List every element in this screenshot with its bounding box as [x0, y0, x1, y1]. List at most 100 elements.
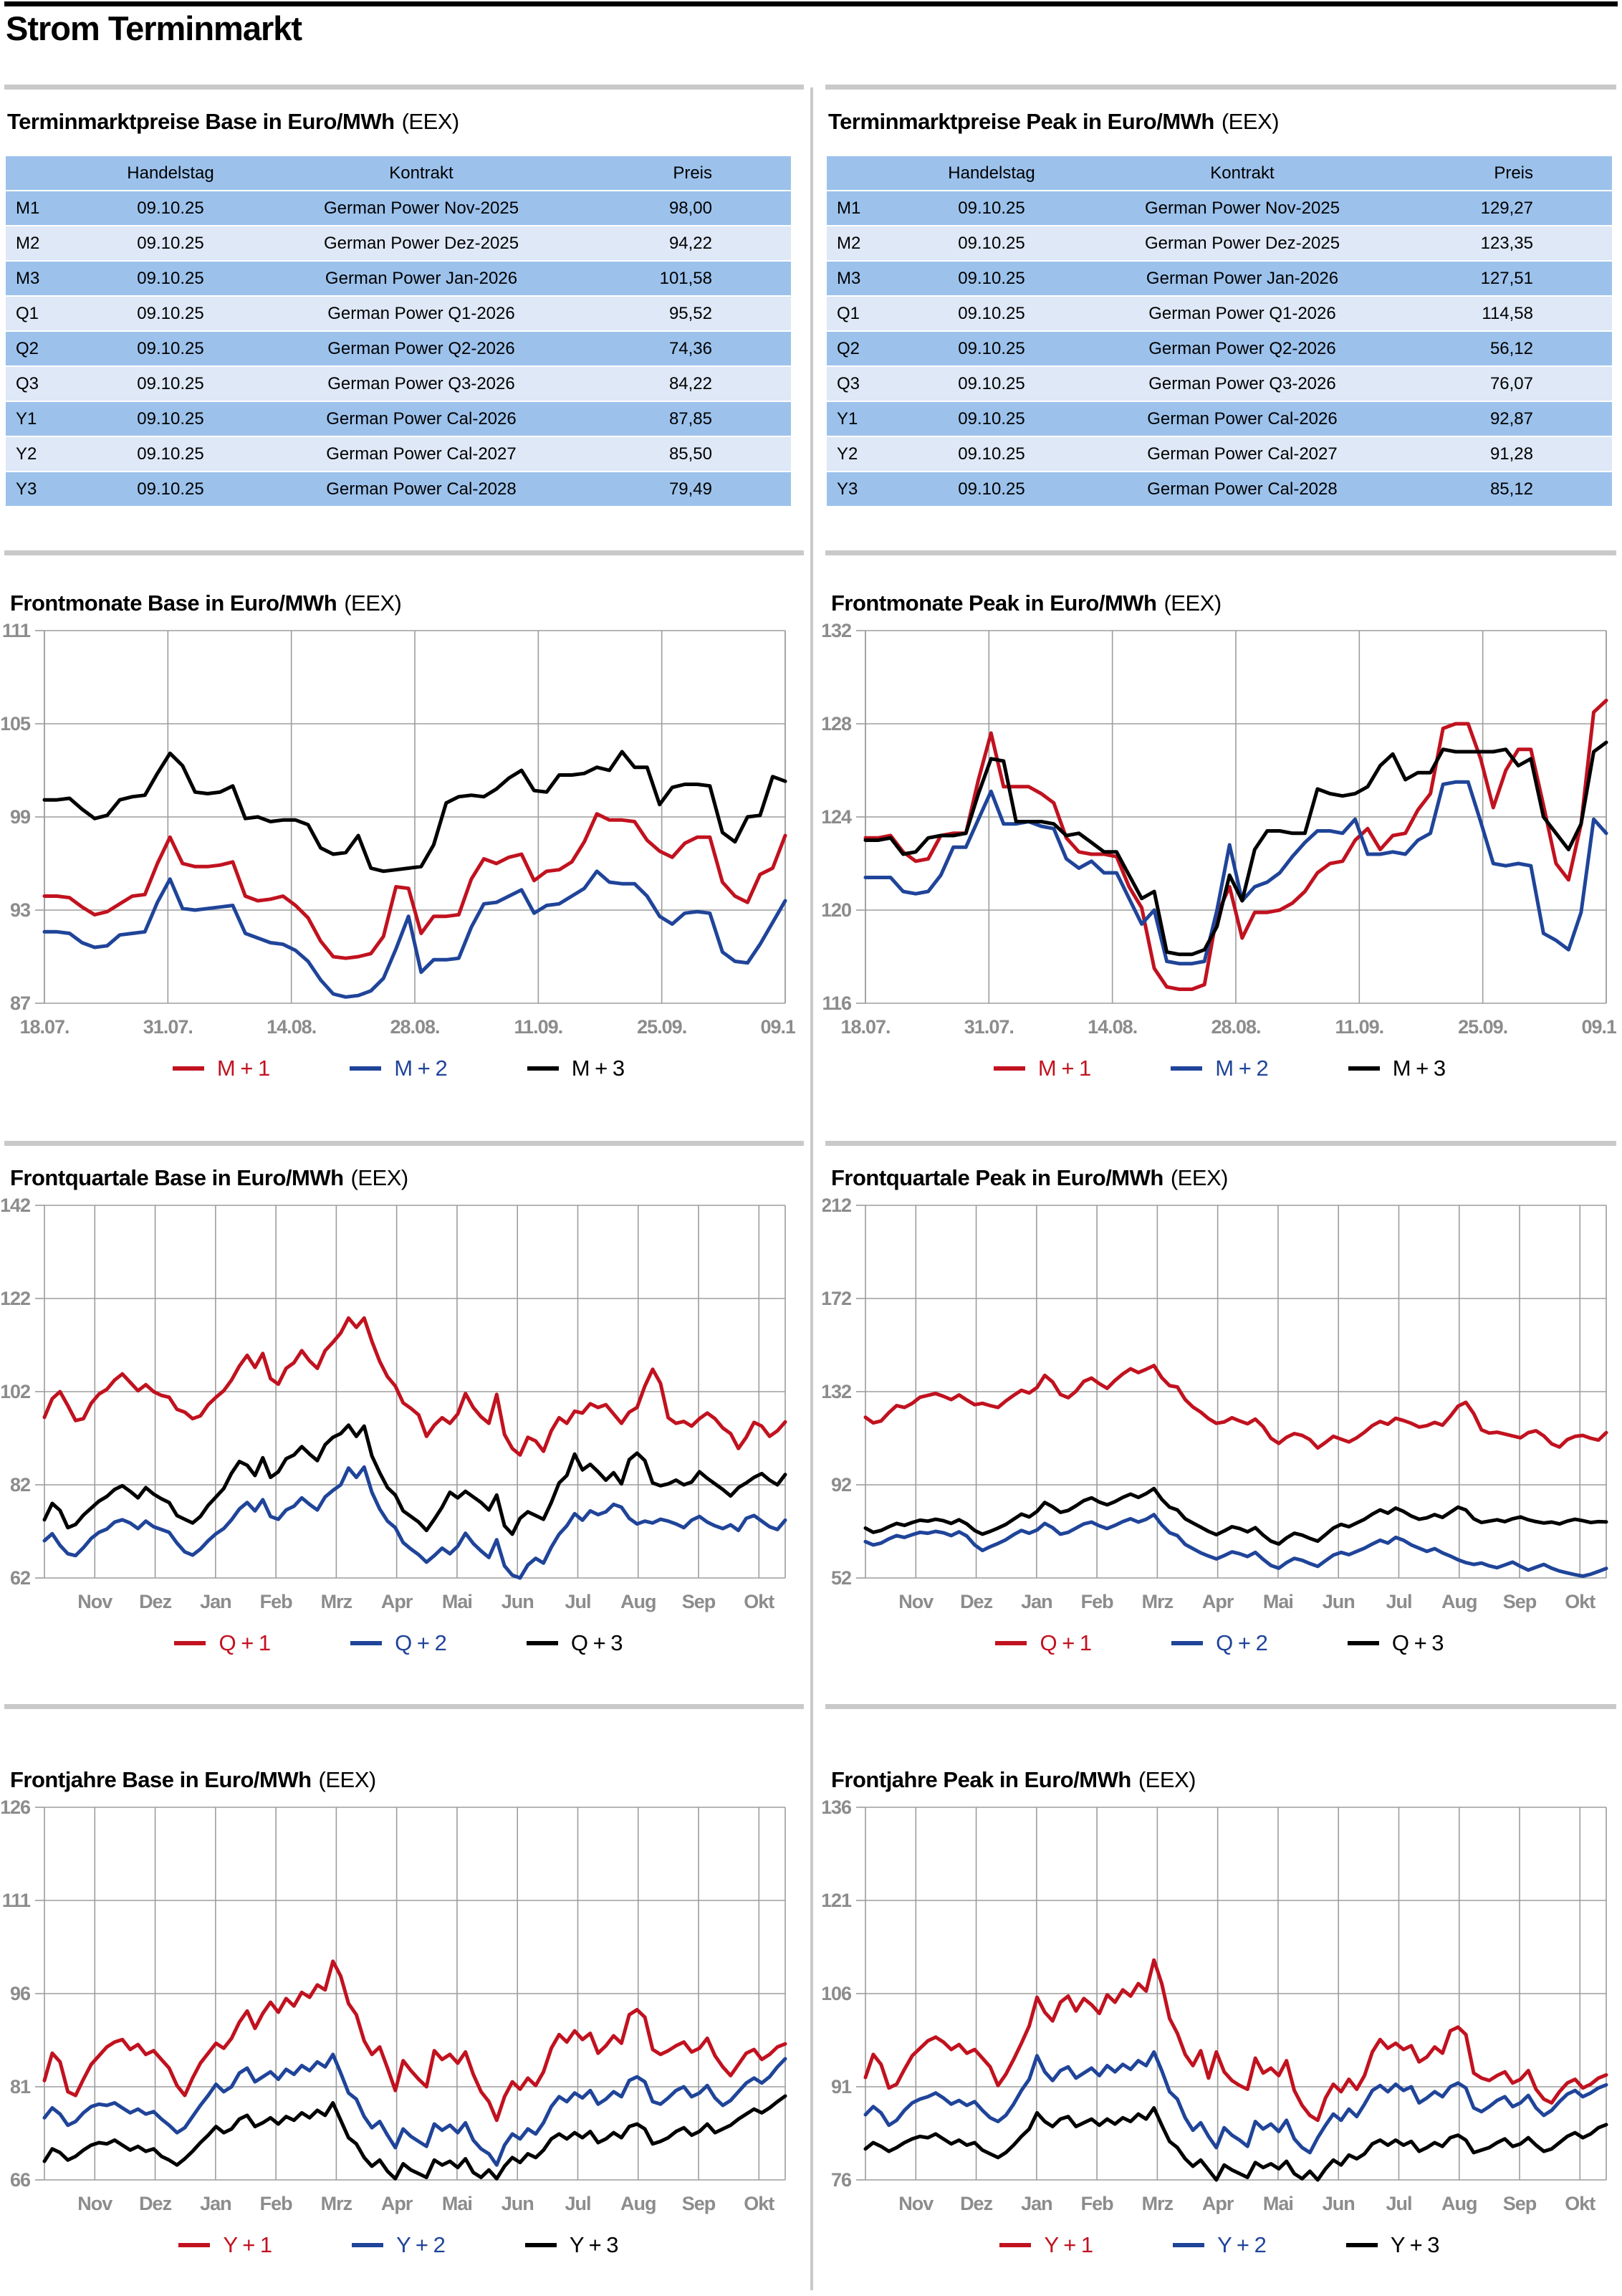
x-tick-label: Nov [898, 1591, 934, 1612]
series-line-q3 [863, 1486, 1608, 1546]
x-tick-label: 18.07. [840, 1016, 890, 1038]
table-row: Q1 09.10.25 German Power Q1-2026 114,58 [827, 296, 1612, 332]
chart-frontquartale-peak: Frontquartale Peak in Euro/MWh (EEX) 52 92… [821, 1165, 1616, 1656]
legend-line-swatch [1348, 1066, 1380, 1071]
x-tick-label: Sep [682, 2193, 716, 2214]
price: 76,07 [1393, 366, 1612, 402]
legend-label: Y + 2 [396, 2232, 446, 2257]
trade-date: 09.10.25 [70, 296, 271, 332]
row-key: Y3 [827, 472, 891, 507]
x-tick-label: 09.10. [1581, 1016, 1616, 1038]
chart-title: Frontmonate Peak in Euro/MWh (EEX) [831, 590, 1616, 616]
row-key: Y2 [6, 436, 70, 472]
chart-frontquartale-base: Frontquartale Base in Euro/MWh (EEX) 62 82… [0, 1165, 795, 1656]
legend-line-swatch [350, 1066, 382, 1071]
table-title-suffix: (EEX) [401, 109, 460, 134]
y-tick-label: 52 [831, 1567, 851, 1589]
legend-label: M + 2 [1215, 1056, 1268, 1081]
x-tick-label: Mrz [321, 1591, 352, 1612]
chart-legend: Y + 1 Y + 2 Y + 3 [1, 2232, 795, 2258]
trade-date: 09.10.25 [70, 472, 271, 507]
y-tick-label: 212 [822, 1197, 851, 1216]
contract: German Power Cal-2027 [1092, 436, 1393, 472]
row-key: Y2 [827, 436, 891, 472]
x-tick-label: 11.09. [514, 1016, 563, 1038]
trade-date: 09.10.25 [891, 296, 1092, 332]
section-divider [4, 1141, 804, 1146]
chart-svg: 62 82 102 122 142 Nov Dez Jan Feb Mrz Apr Mai Jun Jul… [0, 1195, 787, 1612]
price: 98,00 [572, 191, 791, 226]
row-key: M3 [827, 261, 891, 297]
chart-canvas: 87 93 99 105 111 18.07. 31.07. 14.08. 28.08. 11.0… [0, 620, 811, 1056]
x-tick-label: Aug [620, 1591, 656, 1612]
y-tick-label: 116 [822, 992, 852, 1014]
header-cell: Handelstag [70, 156, 271, 191]
chart-svg: 87 93 99 105 111 18.07. 31.07. 14.08. 28.08. 11.0… [0, 620, 811, 1038]
legend-line-swatch [1173, 2243, 1205, 2247]
row-key: Q2 [6, 331, 70, 367]
price: 85,12 [1393, 472, 1612, 507]
series-line-m3 [863, 740, 1608, 957]
x-tick-label: 14.08. [1088, 1016, 1137, 1038]
y-tick-label: 111 [2, 622, 31, 641]
chart-svg: 116 120 124 128 132 18.07. 31.07. 14.08. 28.08. 1… [821, 620, 1622, 1038]
price: 74,36 [572, 331, 791, 367]
x-tick-label: 25.09. [1458, 1016, 1507, 1038]
header-cell: Kontrakt [1092, 156, 1393, 191]
legend-label: M + 1 [216, 1056, 270, 1081]
legend-item-q1: Q + 1 [174, 1630, 271, 1656]
y-tick-label: 106 [822, 1983, 852, 2004]
section-divider [825, 85, 1616, 90]
row-key: M2 [827, 226, 891, 262]
row-key: M1 [827, 191, 891, 226]
x-tick-label: Mai [1263, 1591, 1293, 1612]
x-tick-label: Jun [1323, 1591, 1355, 1612]
legend-item-q2: Q + 2 [350, 1630, 447, 1656]
price: 85,50 [572, 436, 791, 472]
legend-label: M + 3 [1392, 1056, 1446, 1081]
series-line-y1 [42, 1959, 787, 2123]
y-tick-label: 92 [831, 1474, 851, 1496]
chart-title-suffix: (EEX) [1170, 1165, 1229, 1190]
terminmarkt-peak-table: Handelstag Kontrakt Preis M1 09.10.25 German … [827, 156, 1612, 507]
y-tick-label: 136 [822, 1799, 852, 1818]
table-row: M2 09.10.25 German Power Dez-2025 94,22 [6, 226, 791, 262]
chart-title-text: Frontmonate Peak in Euro/MWh [831, 590, 1157, 616]
series-line-y3 [863, 2106, 1608, 2182]
legend-line-swatch [999, 2243, 1032, 2247]
y-tick-label: 126 [1, 1799, 31, 1818]
x-tick-label: 25.09. [637, 1016, 686, 1038]
legend-label: Y + 3 [569, 2232, 619, 2257]
trade-date: 09.10.25 [891, 436, 1092, 472]
legend-label: Q + 1 [1040, 1630, 1092, 1655]
x-tick-label: Sep [1503, 2193, 1537, 2214]
table-head: Handelstag Kontrakt Preis [827, 156, 1612, 191]
price-table: Handelstag Kontrakt Preis M1 09.10.25 German … [827, 156, 1612, 507]
series-line-q2 [863, 1513, 1608, 1578]
x-tick-label: Mrz [321, 2193, 352, 2214]
contract: German Power Cal-2027 [271, 436, 572, 472]
contract: German Power Cal-2026 [1092, 401, 1393, 437]
price: 123,35 [1393, 226, 1612, 262]
header-cell: Kontrakt [271, 156, 572, 191]
x-tick-label: Jan [1021, 2193, 1052, 2214]
price: 79,49 [572, 472, 791, 507]
x-tick-label: Sep [1503, 1591, 1537, 1612]
x-tick-label: Aug [1441, 2193, 1477, 2214]
x-tick-label: 11.09. [1335, 1016, 1384, 1038]
trade-date: 09.10.25 [891, 191, 1092, 226]
chart-title-suffix: (EEX) [1163, 590, 1222, 616]
x-tick-label: Mai [442, 2193, 472, 2214]
series-line-q1 [863, 1364, 1608, 1450]
x-tick-label: 28.08. [390, 1016, 439, 1038]
chart-legend: M + 1 M + 2 M + 3 [822, 1056, 1616, 1081]
legend-item-q3: Q + 3 [1347, 1630, 1444, 1656]
x-tick-label: 31.07. [964, 1016, 1014, 1038]
legend-line-swatch [527, 1066, 559, 1071]
table-title-base: Terminmarktpreise Base in Euro/MWh (EEX) [7, 109, 791, 135]
y-tick-label: 76 [831, 2169, 852, 2191]
x-tick-label: Apr [1202, 1591, 1234, 1612]
legend-item-m1: M + 1 [172, 1056, 270, 1081]
header-cell: Handelstag [891, 156, 1092, 191]
